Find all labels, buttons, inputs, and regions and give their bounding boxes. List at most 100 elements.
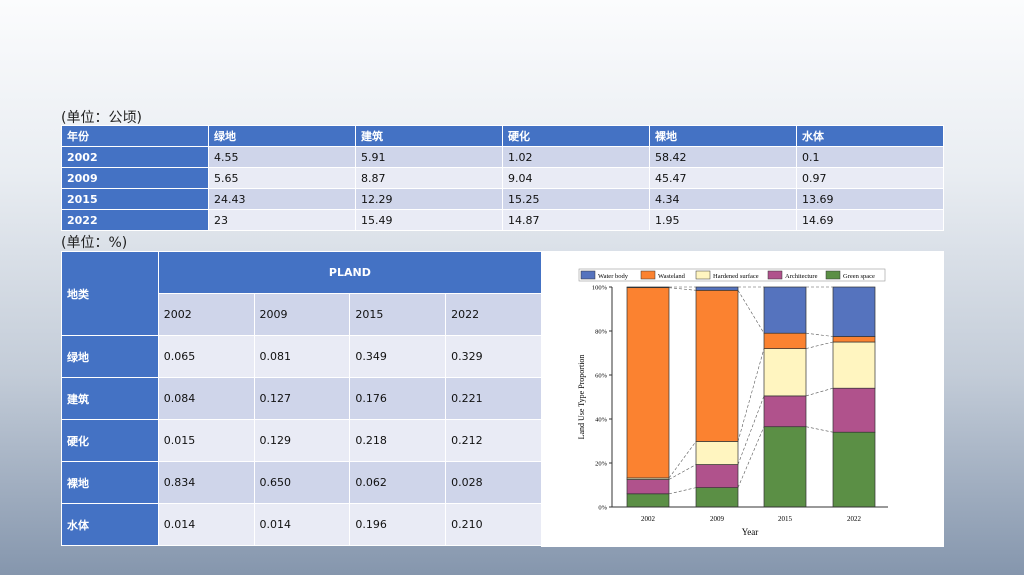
bar-segment	[695, 464, 739, 488]
table-row: 2002 4.55 5.91 1.02 58.42 0.1	[61, 146, 944, 168]
table-row: 水体 0.014 0.014 0.196 0.210	[61, 503, 542, 546]
table-cell: 2009	[61, 167, 209, 189]
table-cell: 2002	[61, 146, 209, 168]
bar-segment	[832, 431, 876, 508]
bar-segment	[626, 493, 670, 508]
bar-segment	[832, 286, 876, 337]
y-tick-label: 40%	[595, 417, 608, 424]
table1-unit: (单位：公顷)	[61, 110, 142, 126]
table-cell: 14.87	[502, 209, 650, 231]
legend-swatch	[767, 270, 783, 280]
table-cell: 0.196	[349, 503, 447, 546]
table-cell: 0.221	[445, 377, 542, 420]
y-tick-label: 60%	[595, 373, 608, 380]
bar-segment	[832, 341, 876, 389]
table-cell: 8.87	[355, 167, 503, 189]
table-cell: 0.329	[445, 335, 542, 378]
connector-line	[737, 348, 765, 442]
legend-swatch	[825, 270, 841, 280]
table-cell: 13.69	[796, 188, 944, 210]
table2-unit: (单位：%)	[61, 235, 128, 251]
bar-segment	[832, 387, 876, 433]
table-cell: 0.084	[157, 377, 255, 420]
table-cell: 0.349	[349, 335, 447, 378]
table-cell: 0.127	[253, 377, 351, 420]
pland-header: PLAND	[157, 251, 543, 294]
table-row: 2015 24.43 12.29 15.25 4.34 13.69	[61, 188, 944, 210]
connector-line	[805, 387, 834, 397]
connector-line	[737, 426, 765, 488]
x-tick-label: 2015	[778, 515, 793, 523]
bar-segment	[763, 286, 807, 334]
table-cell: 24.43	[208, 188, 356, 210]
legend-swatch	[640, 270, 656, 280]
table-cell: 5.91	[355, 146, 503, 168]
legend-label: Green space	[843, 273, 875, 280]
table-cell: 0.176	[349, 377, 447, 420]
table-cell: 0.014	[157, 503, 255, 546]
table-cell: 硬化	[61, 419, 159, 462]
table-cell: 0.129	[253, 419, 351, 462]
year-header: 2009	[253, 293, 351, 336]
bar-segment	[626, 479, 670, 495]
table-cell: 15.49	[355, 209, 503, 231]
header-cell: 硬化	[502, 125, 650, 147]
table-row: 2009 5.65 8.87 9.04 45.47 0.97	[61, 167, 944, 189]
x-tick-label: 2002	[641, 515, 656, 523]
table-row: 裸地 0.834 0.650 0.062 0.028	[61, 461, 542, 504]
connector-line	[805, 341, 834, 349]
table-cell: 0.218	[349, 419, 447, 462]
table-cell: 0.212	[445, 419, 542, 462]
table-row: 硬化 0.015 0.129 0.218 0.212	[61, 419, 542, 462]
y-tick-label: 100%	[592, 285, 608, 292]
connector-line	[668, 287, 697, 291]
table-cell: 0.834	[157, 461, 255, 504]
header-cell: 绿地	[208, 125, 356, 147]
table-cell: 建筑	[61, 377, 159, 420]
legend-label: Wasteland	[658, 273, 686, 280]
bar-segment	[763, 348, 807, 397]
connector-line	[805, 426, 834, 433]
pland-table: 地类 PLAND 2002 2009 2015 2022 绿地 0.065 0.081 0.…	[61, 251, 543, 546]
x-axis-label: Year	[742, 527, 759, 537]
bar-segment	[763, 395, 807, 428]
legend-label: Water body	[598, 273, 629, 280]
connector-line	[737, 290, 765, 334]
y-tick-label: 0%	[598, 505, 607, 512]
table-cell: 水体	[61, 503, 159, 546]
bar-segment	[763, 332, 807, 349]
table-row: 绿地 0.065 0.081 0.349 0.329	[61, 335, 542, 378]
x-tick-label: 2022	[847, 515, 862, 523]
table-cell: 0.210	[445, 503, 542, 546]
bar-segment	[763, 426, 807, 508]
legend-label: Architecture	[785, 273, 818, 280]
table-cell: 0.650	[253, 461, 351, 504]
bar-segment	[832, 336, 876, 343]
table-cell: 45.47	[649, 167, 797, 189]
table-cell: 2015	[61, 188, 209, 210]
table-cell: 0.065	[157, 335, 255, 378]
table-cell: 0.081	[253, 335, 351, 378]
legend-swatch	[695, 270, 711, 280]
table-cell: 1.02	[502, 146, 650, 168]
corner-header: 地类	[61, 251, 159, 336]
y-axis-label: Land Use Type Proportion	[577, 355, 586, 440]
table-cell: 12.29	[355, 188, 503, 210]
table-cell: 58.42	[649, 146, 797, 168]
bar-segment	[626, 286, 670, 289]
header-cell: 建筑	[355, 125, 503, 147]
table-row: 2022 23 15.49 14.87 1.95 14.69	[61, 209, 944, 231]
year-header: 2022	[445, 293, 542, 336]
connector-line	[668, 441, 697, 479]
legend	[578, 268, 886, 282]
table-cell: 0.062	[349, 461, 447, 504]
legend-label: Hardened surface	[713, 273, 759, 280]
table-cell: 1.95	[649, 209, 797, 231]
connector-line	[668, 464, 697, 480]
table-cell: 绿地	[61, 335, 159, 378]
x-tick-label: 2009	[710, 515, 725, 523]
table-cell: 0.97	[796, 167, 944, 189]
table-cell: 5.65	[208, 167, 356, 189]
year-header: 2015	[349, 293, 447, 336]
y-tick-label: 20%	[595, 461, 608, 468]
